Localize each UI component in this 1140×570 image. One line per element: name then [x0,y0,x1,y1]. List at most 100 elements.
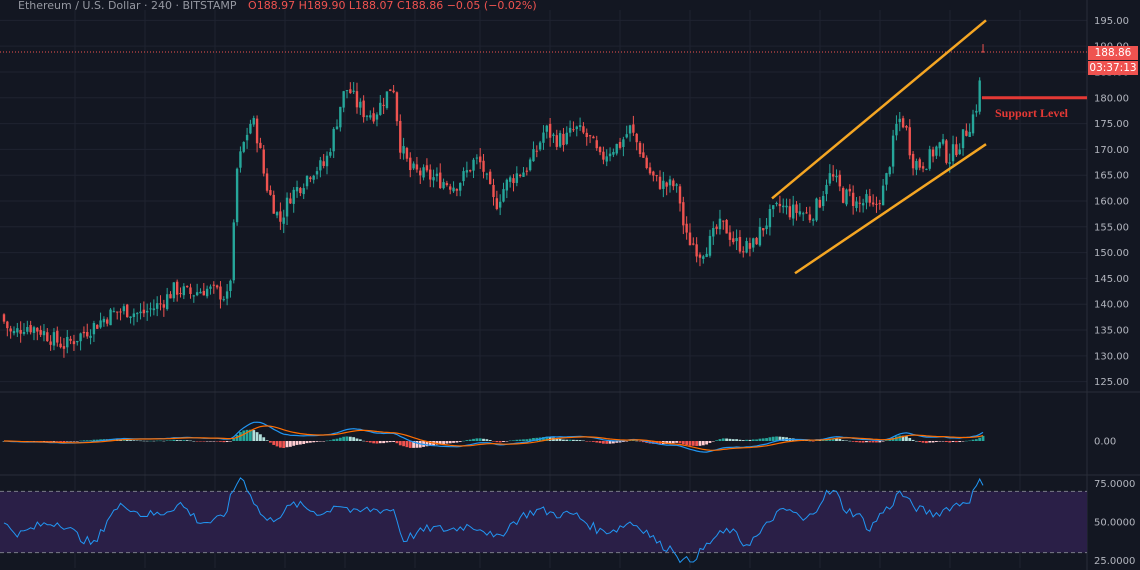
price-tick-label: 135.00 [1094,326,1129,337]
candle-body [915,161,918,170]
macd-bar [545,436,549,441]
candle-body [971,114,975,134]
candle-body [372,113,375,122]
macd-bar [39,441,43,442]
candle-body [742,251,745,253]
macd-bar [868,441,872,443]
candle-body [265,173,269,191]
macd-bar [931,441,935,443]
signal-line [4,425,984,451]
macd-bar [199,441,202,442]
macd-bar [675,441,679,443]
candle-body [798,211,802,215]
candle-body [702,256,705,259]
macd-bar [259,434,262,441]
candle-body [325,155,329,167]
candle-body [275,212,279,216]
macd-bar [522,439,525,441]
candle-body [155,303,159,309]
macd-bar [192,440,196,442]
macd-bar [585,441,589,442]
candle-body [62,346,66,349]
macd-bar [845,440,848,442]
candle-body [958,149,961,155]
candle-body [955,144,958,156]
macd-bar [771,436,775,441]
macd-bar [741,440,745,441]
candle-body [182,286,186,296]
candle-body [891,135,895,167]
macd-bar [905,436,908,441]
candle-body [342,91,345,108]
macd-bar [139,440,142,442]
macd-bar [971,439,975,441]
candle-body [439,172,442,188]
macd-bar [745,439,748,441]
macd-bar [588,441,592,442]
candle-body [522,172,525,177]
candle-body [635,133,638,143]
macd-bar [608,441,612,444]
candle-body [112,311,116,313]
candle-body [715,226,718,229]
candle-body [851,192,855,206]
candle-body [845,189,848,205]
macd-bar [149,440,152,442]
macd-bar [415,441,419,448]
candle-body [445,183,449,186]
macd-bar [388,441,392,443]
macd-bar [881,441,885,442]
candle-body [508,177,512,182]
candle-body [76,340,79,343]
candle-body [122,306,126,312]
macd-bar [948,441,952,443]
macd-bar [352,437,356,441]
candle-body [575,126,578,130]
candle-body [92,322,96,335]
macd-bar [668,441,672,444]
candle-body [512,178,515,184]
price-tick-label: 175.00 [1094,119,1129,130]
candle-body [189,287,192,295]
macd-bar [858,441,862,443]
candle-body [785,205,788,208]
macd-bar [169,440,172,441]
macd-bar [278,441,282,448]
candle-body [665,182,668,187]
candle-body [482,160,485,172]
candle-body [9,328,12,332]
candle-body [692,243,695,245]
macd-bar [625,441,629,442]
macd-bar [691,441,695,446]
candle-body [389,89,392,91]
candle-body [365,115,369,117]
candle-body [542,132,545,143]
candle-body [642,152,645,158]
macd-bar [458,441,462,442]
macd-bar [755,439,758,441]
candle-body [139,311,142,314]
candle-body [828,173,832,184]
macd-bar [635,440,639,442]
candle-body [255,118,259,144]
macd-bar [908,438,912,441]
candle-body [868,196,871,203]
macd-bar [958,441,962,443]
candle-body [279,211,282,222]
candle-body [595,140,598,149]
candle-body [782,205,785,208]
candle-body [921,166,925,169]
candle-body [975,110,978,113]
candle-body [722,220,725,222]
macd-bar [944,441,948,442]
candle-body [672,180,675,187]
candle-body [162,304,166,308]
macd-bar [921,441,925,443]
candle-body [901,118,905,128]
candle-body [752,238,755,248]
candle-body [732,238,735,243]
countdown-tag: 03:37:13 [1088,61,1138,75]
macd-bar [928,441,932,443]
candle-body [239,151,242,168]
